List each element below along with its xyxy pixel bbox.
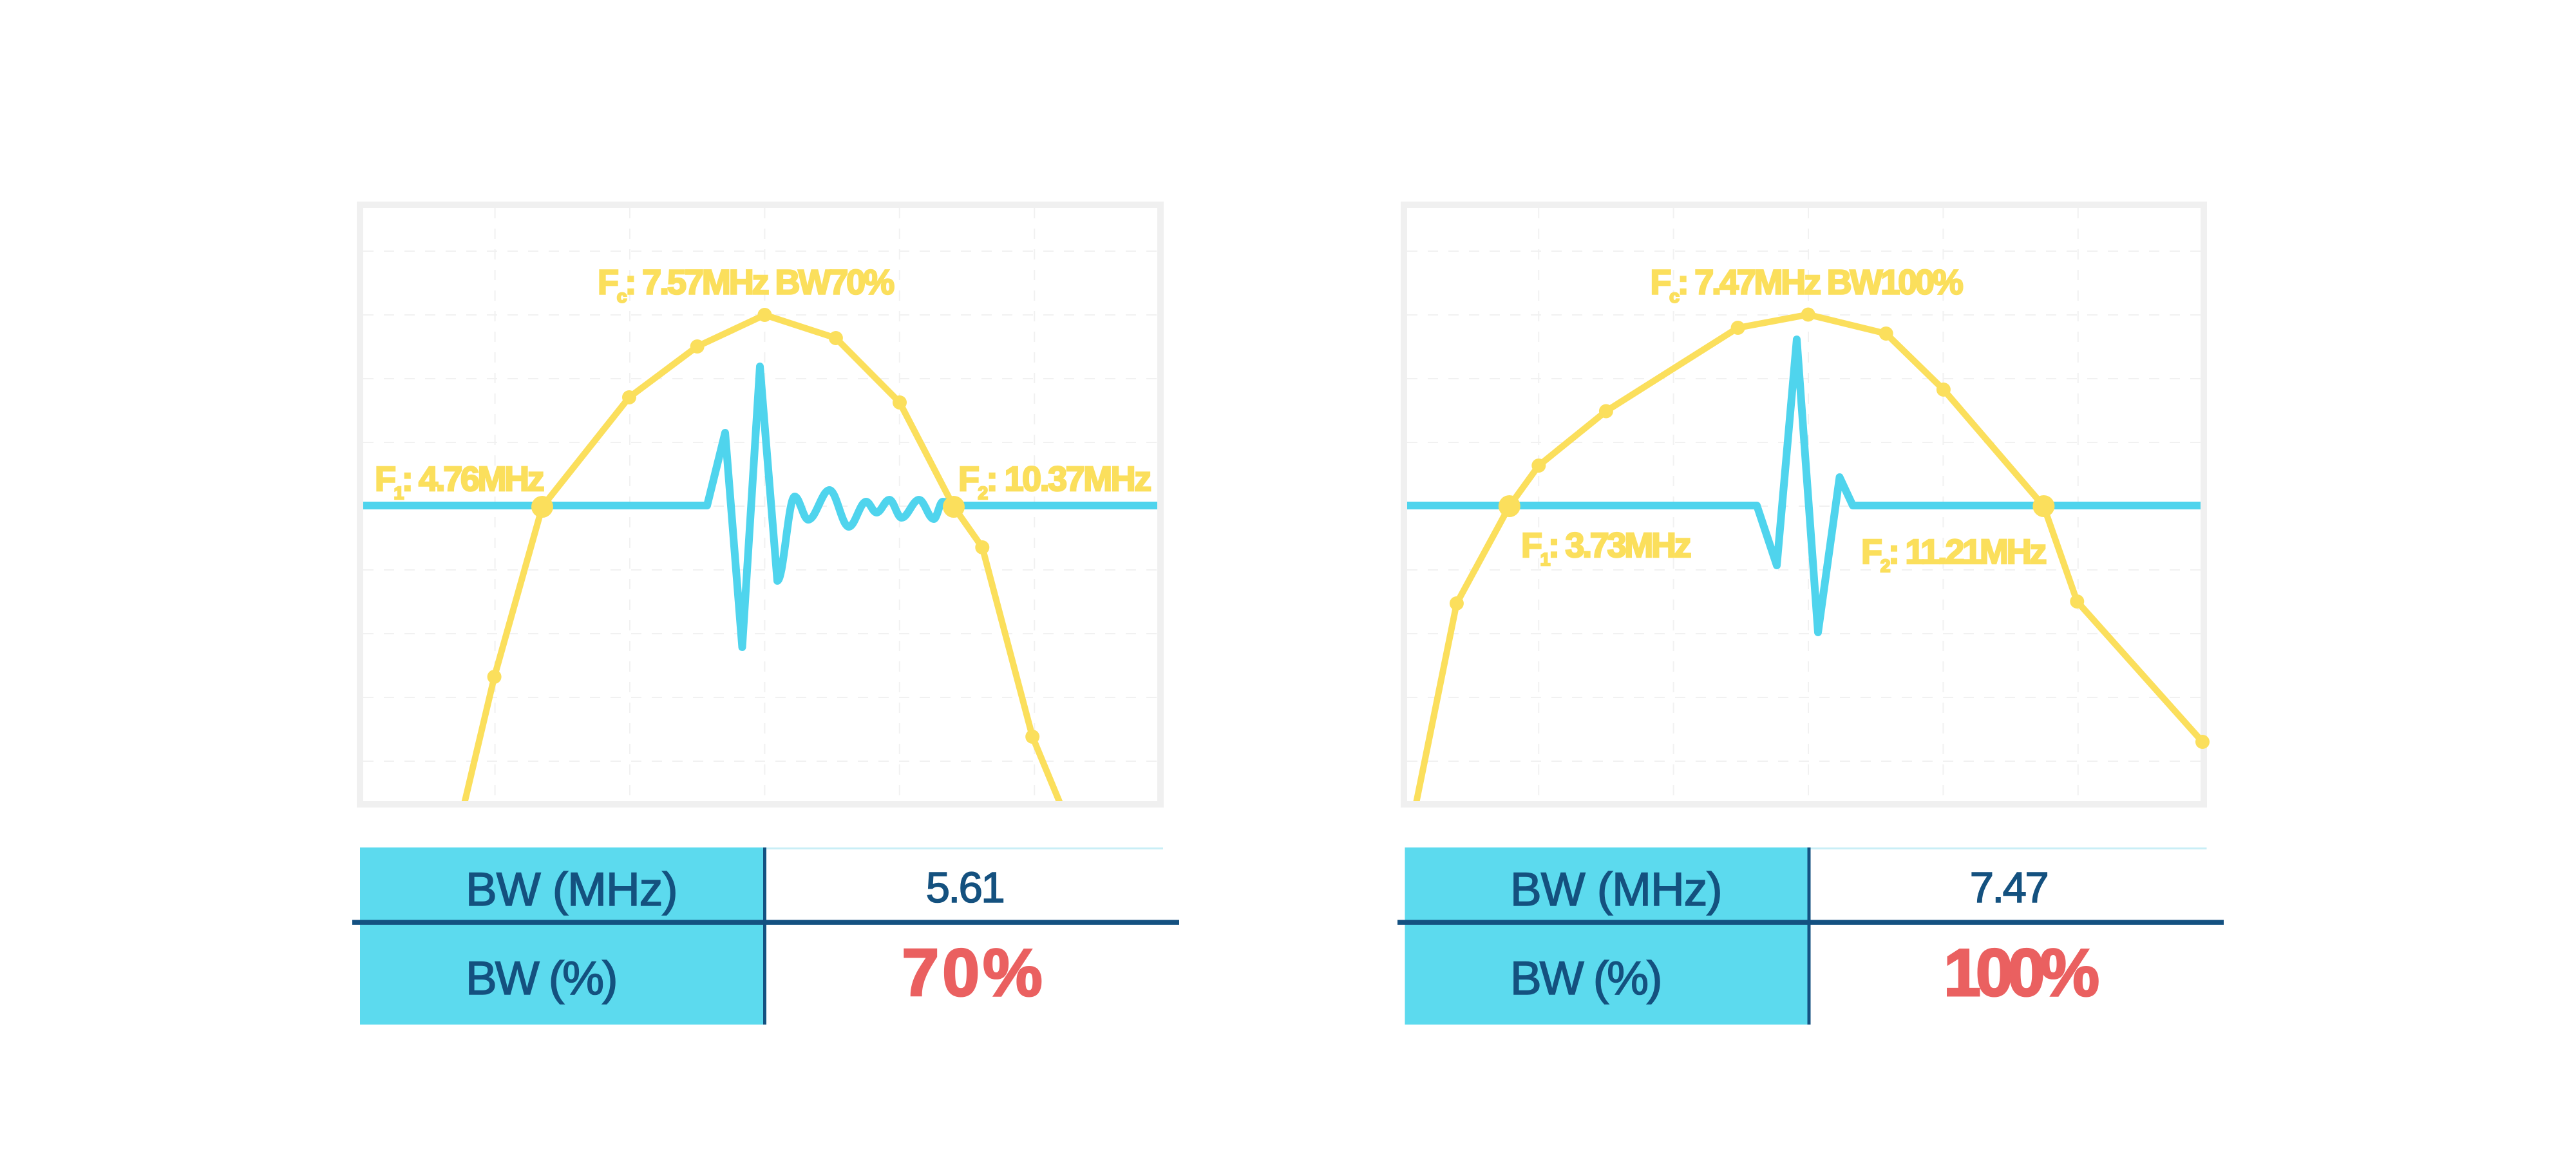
svg-text:70%: 70% — [902, 936, 1045, 1010]
svg-text:F1: 3.73MHz: F1: 3.73MHz — [1521, 526, 1691, 569]
svg-text:5.61: 5.61 — [926, 864, 1003, 912]
svg-text:F2: 11.21MHz: F2: 11.21MHz — [1861, 533, 2046, 576]
svg-text:F2: 10.37MHz: F2: 10.37MHz — [958, 460, 1151, 503]
svg-text:100%: 100% — [1944, 936, 2098, 1010]
svg-text:F1: 4.76MHz: F1: 4.76MHz — [375, 460, 544, 503]
svg-text:BW (MHz): BW (MHz) — [466, 864, 677, 916]
svg-text:BW (%): BW (%) — [466, 952, 616, 1005]
svg-text:BW (%): BW (%) — [1510, 952, 1660, 1005]
svg-text:7.47: 7.47 — [1970, 864, 2047, 912]
svg-text:BW (MHz): BW (MHz) — [1510, 864, 1722, 916]
svg-text:Fc: 7.47MHz BW100%: Fc: 7.47MHz BW100% — [1650, 263, 1962, 307]
svg-text:Fc: 7.57MHz BW70%: Fc: 7.57MHz BW70% — [598, 263, 894, 307]
